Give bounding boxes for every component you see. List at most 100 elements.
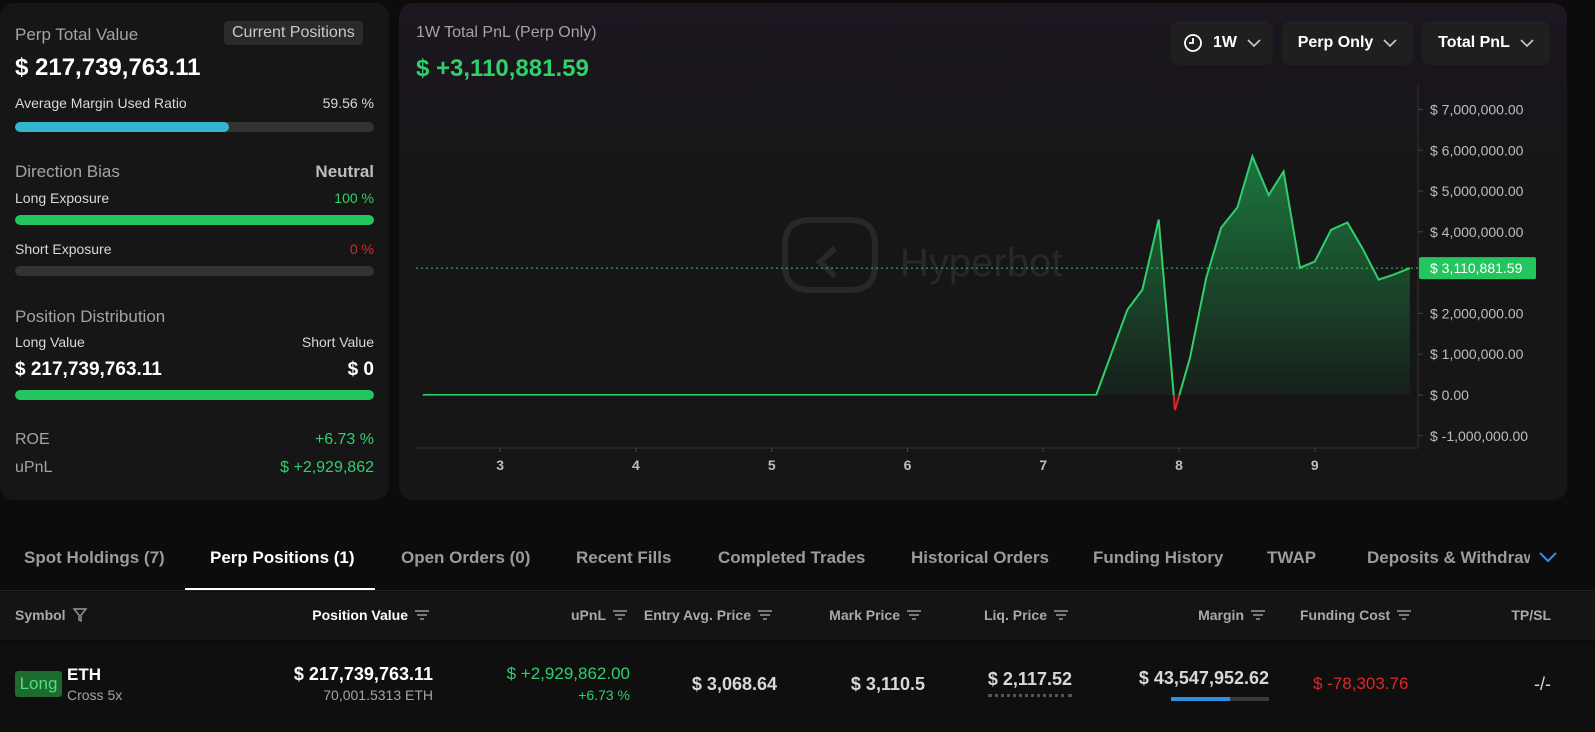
- column-label: Symbol: [15, 607, 66, 623]
- table-header: [0, 592, 1595, 640]
- table-row: [0, 645, 1595, 732]
- tab[interactable]: TWAP: [1267, 548, 1317, 567]
- roe-value: +6.73 %: [314, 431, 374, 448]
- mark-price: $ 3,110.5: [850, 674, 925, 694]
- column-label: Funding Cost: [1300, 607, 1391, 623]
- last-value-tag: [1419, 257, 1536, 280]
- pnl-chart: Hyperbot $ -1,000,000.00 $ 0.00 $ 1,000,00…: [416, 85, 1536, 473]
- position-value: $ 217,739,763.11: [293, 664, 433, 684]
- chart-subtitle: $ +3,110,881.59: [416, 55, 589, 82]
- margin-bar: [15, 122, 229, 132]
- sort-icon[interactable]: [1250, 609, 1266, 621]
- tab-bar: Spot Holdings (7) Perp Positions (1) Open …: [0, 530, 1530, 592]
- watermark-text: Hyperbot: [900, 241, 1062, 285]
- sort-icon[interactable]: [1053, 609, 1069, 621]
- column-header[interactable]: Mark Price: [829, 607, 922, 623]
- symbol[interactable]: ETH: [67, 665, 101, 684]
- column-header[interactable]: Symbol: [15, 607, 88, 623]
- chevron: [1520, 39, 1534, 48]
- column-label: Entry Avg. Price: [643, 607, 751, 623]
- sort-icon[interactable]: [757, 609, 773, 621]
- column-header[interactable]: TP/SL: [1511, 607, 1551, 623]
- column-label: uPnL: [571, 607, 606, 623]
- chevron: [1383, 39, 1397, 48]
- long-value: $ 217,739,763.11: [15, 359, 162, 380]
- column-label: Margin: [1198, 607, 1244, 623]
- column-label: Position Value: [312, 607, 408, 623]
- y-tick-label: $ 0.00: [1430, 387, 1469, 403]
- y-tick-label: $ 1,000,000.00: [1430, 346, 1524, 362]
- position-size: 70,001.5313 ETH: [323, 687, 433, 703]
- distribution-title: Position Distribution: [15, 307, 166, 326]
- y-tick-label: $ 4,000,000.00: [1430, 224, 1524, 240]
- scope-button[interactable]: Perp Only: [1282, 21, 1413, 65]
- column-label: Liq. Price: [983, 607, 1047, 623]
- long-bar: [15, 215, 374, 225]
- column-header[interactable]: Funding Cost: [1300, 607, 1412, 623]
- scope-label: Perp Only: [1297, 34, 1374, 51]
- funding-cost: $ -78,303.76: [1313, 674, 1409, 693]
- long-exposure-value: 100 %: [334, 190, 374, 206]
- sort-icon[interactable]: [1396, 609, 1412, 621]
- x-tick-label: 9: [1311, 457, 1319, 473]
- tab[interactable]: Perp Positions (1): [210, 548, 355, 567]
- leverage: Cross 5x: [67, 687, 123, 703]
- column-header[interactable]: Liq. Price: [984, 607, 1069, 623]
- x-tick-label: 8: [1175, 457, 1183, 473]
- tab[interactable]: Historical Orders: [911, 548, 1049, 567]
- short-track: [15, 266, 374, 276]
- watermark: Hyperbot: [782, 217, 1062, 293]
- chart-panel: 1W Total PnL (Perp Only) $ +3,110,881.59: [399, 3, 1567, 500]
- column-label: Mark Price: [829, 607, 900, 623]
- distribution-track: [15, 390, 374, 400]
- x-tick-label: 7: [1039, 457, 1047, 473]
- metric-label: Total PnL: [1438, 34, 1510, 51]
- upnl-label: uPnL: [15, 459, 53, 476]
- y-tick-label: $ 7,000,000.00: [1430, 101, 1524, 117]
- tp-sl[interactable]: -/-: [1534, 674, 1551, 694]
- margin-ratio-label: Average Margin Used Ratio: [15, 95, 187, 111]
- tab[interactable]: Spot Holdings (7): [24, 548, 165, 567]
- summary-panel: Perp Total Value Current Positions $ 217…: [0, 3, 389, 500]
- filter-icon[interactable]: [72, 607, 88, 623]
- tab[interactable]: Completed Trades: [718, 548, 866, 567]
- summary-title: Perp Total Value: [15, 25, 139, 44]
- range-button[interactable]: 1W: [1171, 21, 1273, 65]
- y-tick-label: $ 2,000,000.00: [1430, 305, 1524, 321]
- short-value: $ 0: [347, 359, 374, 380]
- margin-usage-bar: [1171, 697, 1230, 701]
- column-header[interactable]: Margin: [1198, 607, 1266, 623]
- metric-button[interactable]: Total PnL: [1422, 21, 1550, 65]
- side-badge: Long: [15, 671, 62, 697]
- x-tick-label: 6: [904, 457, 912, 473]
- tab[interactable]: Deposits & Withdrawals: [1367, 548, 1530, 567]
- tab[interactable]: Recent Fills: [576, 548, 672, 567]
- long-track: [15, 215, 374, 225]
- sort-icon[interactable]: [612, 609, 628, 621]
- column-header[interactable]: uPnL: [571, 607, 628, 623]
- upnl-value: $ +2,929,862: [280, 459, 374, 476]
- direction-label: Direction Bias: [15, 162, 120, 181]
- pnl-area: [422, 156, 1410, 411]
- tab[interactable]: Open Orders (0): [401, 548, 531, 567]
- current-positions-button[interactable]: Current Positions: [224, 21, 363, 45]
- sort-icon[interactable]: [906, 609, 922, 621]
- tab[interactable]: Funding History: [1093, 548, 1224, 567]
- column-header[interactable]: Position Value: [312, 607, 430, 623]
- entry-price: $ 3,068.64: [691, 674, 777, 694]
- long-exposure-label: Long Exposure: [15, 190, 110, 206]
- margin-usage-track: [1171, 697, 1269, 701]
- tabs-more[interactable]: [1538, 550, 1558, 564]
- active-tab-underline: [185, 588, 375, 590]
- pnl-line: [422, 153, 1411, 411]
- last-value-label: $ 3,110,881.59: [1430, 260, 1523, 276]
- margin-value: $ 43,547,952.62: [1138, 668, 1269, 688]
- column-header[interactable]: Entry Avg. Price: [644, 607, 773, 623]
- short-exposure-value: 0 %: [349, 241, 374, 257]
- y-tick-label: $ 5,000,000.00: [1430, 183, 1524, 199]
- y-tick-label: $ 6,000,000.00: [1430, 142, 1524, 158]
- sort-icon[interactable]: [414, 609, 430, 621]
- row-roe: +6.73 %: [578, 687, 630, 703]
- liq-price: $ 2,117.52: [987, 669, 1072, 697]
